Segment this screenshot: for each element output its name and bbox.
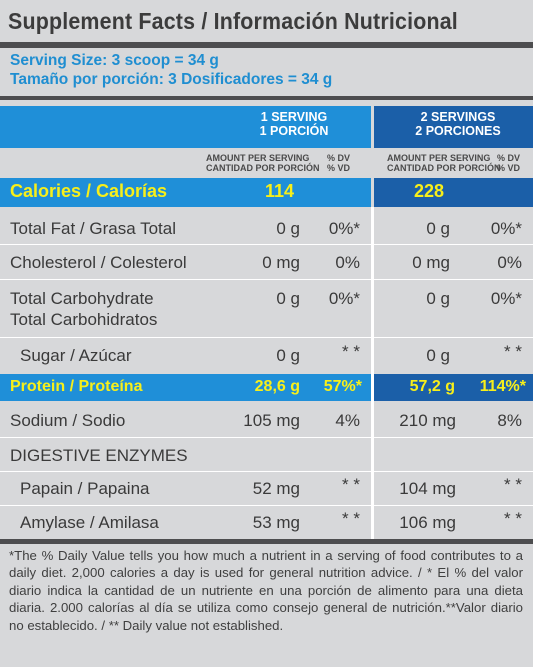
protein-bar-one: [0, 374, 371, 401]
column-one-line1: 1 SERVING: [260, 110, 328, 124]
dv-es-one: % VD: [327, 163, 351, 173]
subheader-dv-one: % DV % VD: [327, 153, 350, 173]
papain-dv-two: * *: [504, 475, 522, 494]
fat-amount-two: 0 g: [426, 219, 450, 238]
chol-label: Cholesterol / Colesterol: [10, 253, 187, 272]
amylase-dv-one: * *: [342, 509, 360, 528]
subheader-dv-two: % DV % VD: [497, 153, 520, 173]
amount-en-one: AMOUNT PER SERVING: [206, 153, 310, 163]
fat-dv-two: 0%*: [490, 219, 522, 238]
serving-rule: [0, 96, 533, 100]
papain-label: Papain / Papaina: [20, 479, 150, 498]
amylase-dv-two: * *: [504, 509, 522, 528]
sodium-label: Sodium / Sodio: [10, 411, 126, 430]
amount-es-one: CANTIDAD POR PORCIÓN: [206, 163, 320, 173]
page-title: Supplement Facts / Información Nutricion…: [8, 8, 458, 34]
papain-amount-one: 52 mg: [252, 479, 300, 498]
column-one-line2: 1 PORCIÓN: [259, 124, 329, 138]
header-bar-two: [374, 106, 533, 148]
calories-bar-one: [0, 178, 371, 207]
carb-amount-two: 0 g: [426, 289, 450, 308]
row-divider: [0, 244, 533, 245]
sodium-amount-one: 105 mg: [243, 411, 300, 430]
sugar-amount-one: 0 g: [276, 346, 300, 365]
amount-es-two: CANTIDAD POR PORCIÓN: [387, 163, 501, 173]
serving-size-en: Serving Size: 3 scoop = 34 g: [10, 52, 219, 69]
sugar-dv-two: * *: [504, 342, 522, 361]
carb-label-en: Total Carbohydrate: [10, 289, 154, 308]
column-two-header: 2 SERVINGS 2 PORCIONES: [388, 110, 528, 138]
calories-label: Calories / Calorías: [10, 181, 168, 201]
papain-amount-two: 104 mg: [399, 479, 456, 498]
header-bar-one: [0, 106, 371, 148]
papain-dv-one: * *: [342, 475, 360, 494]
column-two-line2: 2 PORCIONES: [415, 124, 501, 138]
fat-dv-one: 0%*: [328, 219, 360, 238]
sugar-label: Sugar / Azúcar: [20, 346, 132, 365]
carb-dv-two: 0%*: [490, 289, 522, 308]
protein-label: Protein / Proteína: [10, 378, 143, 395]
protein-dv-two: 114%*: [479, 378, 526, 395]
amylase-amount-one: 53 mg: [252, 513, 300, 532]
column-separator: [371, 207, 374, 539]
subheader-amount-one: AMOUNT PER SERVING CANTIDAD POR PORCIÓN: [206, 153, 320, 173]
fat-label: Total Fat / Grasa Total: [10, 219, 176, 238]
enzymes-heading: DIGESTIVE ENZYMES: [10, 446, 188, 465]
protein-bar-two: [374, 374, 533, 401]
calories-two: 228: [414, 181, 445, 201]
protein-dv-one: 57%*: [323, 378, 362, 395]
top-rule: [0, 42, 533, 48]
protein-amount-one: 28,6 g: [254, 378, 300, 395]
amylase-label: Amylase / Amilasa: [20, 513, 159, 532]
column-two-line1: 2 SERVINGS: [420, 110, 496, 124]
sodium-amount-two: 210 mg: [399, 411, 456, 430]
footnote: *The % Daily Value tells you how much a …: [9, 548, 523, 633]
calories-one: 114: [265, 181, 295, 201]
sugar-amount-two: 0 g: [426, 346, 450, 365]
dv-en-two: % DV: [497, 153, 521, 163]
subheader-amount-two: AMOUNT PER SERVING CANTIDAD POR PORCIÓN: [387, 153, 501, 173]
chol-dv-two: 0%: [497, 253, 522, 272]
carb-dv-one: 0%*: [328, 289, 360, 308]
sodium-dv-one: 4%: [335, 411, 360, 430]
calories-bar-two: [374, 178, 533, 207]
amount-en-two: AMOUNT PER SERVING: [387, 153, 491, 163]
chol-amount-one: 0 mg: [262, 253, 300, 272]
bottom-rule: [0, 539, 533, 544]
protein-amount-two: 57,2 g: [409, 378, 455, 395]
row-divider: [0, 279, 533, 280]
carb-amount-one: 0 g: [276, 289, 300, 308]
row-divider: [0, 437, 533, 438]
fat-amount-one: 0 g: [276, 219, 300, 238]
column-one-header: 1 SERVING 1 PORCIÓN: [235, 110, 353, 138]
chol-amount-two: 0 mg: [412, 253, 450, 272]
chol-dv-one: 0%: [335, 253, 360, 272]
row-divider: [0, 505, 533, 506]
dv-es-two: % VD: [497, 163, 521, 173]
carb-label-es: Total Carbohidratos: [10, 310, 158, 329]
serving-size-es: Tamaño por porción: 3 Dosificadores = 34…: [10, 71, 333, 88]
row-divider: [0, 471, 533, 472]
dv-en-one: % DV: [327, 153, 351, 163]
amylase-amount-two: 106 mg: [399, 513, 456, 532]
sugar-dv-one: * *: [342, 342, 360, 361]
sodium-dv-two: 8%: [497, 411, 522, 430]
row-divider: [0, 337, 533, 338]
